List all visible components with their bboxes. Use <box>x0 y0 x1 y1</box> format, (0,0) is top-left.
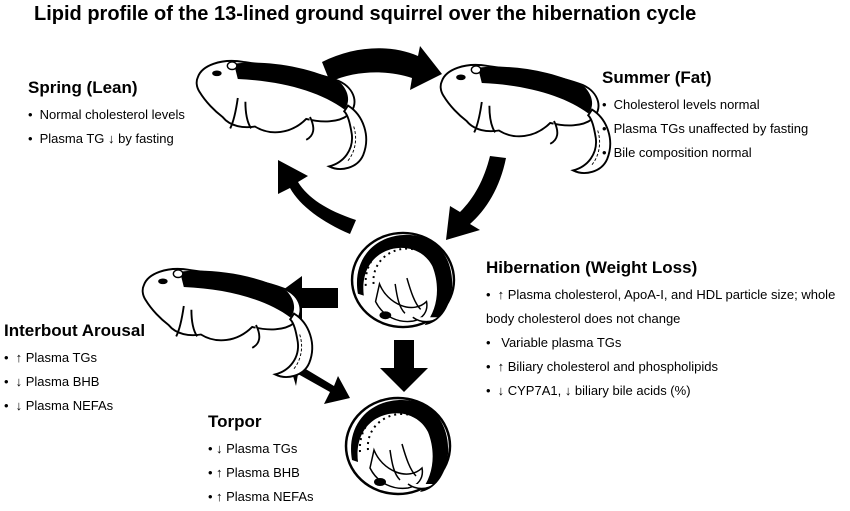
ground-squirrel-standing-icon <box>141 267 314 378</box>
arrow-hibernation-to-torpor-icon <box>380 340 428 392</box>
hibernation-list: • ↑ Plasma cholesterol, ApoA-I, and HDL … <box>486 283 848 403</box>
arrow-spring-to-summer-icon <box>322 46 442 90</box>
list-item: • Normal cholesterol levels <box>28 107 185 122</box>
list-item: • ↑ Plasma cholesterol, ApoA-I, and HDL … <box>486 287 836 326</box>
diagram-title: Lipid profile of the 13-lined ground squ… <box>34 3 697 25</box>
list-item: • ↓ Plasma TGs <box>208 441 298 456</box>
list-item: • ↑ Plasma NEFAs <box>208 489 314 504</box>
list-item: • Bile composition normal <box>602 145 752 160</box>
spring-block: Spring (Lean) • Normal cholesterol level… <box>28 78 185 151</box>
list-item: • Plasma TGs unaffected by fasting <box>602 121 809 136</box>
list-item: • Plasma TG ↓ by fasting <box>28 131 174 146</box>
hibernation-heading: Hibernation (Weight Loss) <box>486 258 698 277</box>
ground-squirrel-standing-icon <box>439 63 612 174</box>
summer-block: Summer (Fat) • Cholesterol levels normal… <box>602 68 808 165</box>
summer-heading: Summer (Fat) <box>602 68 712 87</box>
list-item: • Cholesterol levels normal <box>602 97 760 112</box>
arrow-torpor-arousal-icon <box>290 356 350 404</box>
list-item: • ↓ Plasma BHB <box>4 374 100 389</box>
spring-list: • Normal cholesterol levels • Plasma TG … <box>28 103 185 151</box>
arrow-hibernation-to-spring-icon <box>278 160 356 234</box>
spring-heading: Spring (Lean) <box>28 78 138 97</box>
list-item: • ↓ Plasma NEFAs <box>4 398 114 413</box>
arousal-list: • ↑ Plasma TGs • ↓ Plasma BHB • ↓ Plasma… <box>4 346 145 418</box>
list-item: • ↓ CYP7A1, ↓ biliary bile acids (%) <box>486 383 691 398</box>
list-item: • ↑ Plasma TGs <box>4 350 98 365</box>
hibernation-block: Hibernation (Weight Loss) • ↑ Plasma cho… <box>486 258 848 403</box>
arrow-summer-to-hibernation-icon <box>446 156 506 240</box>
arousal-block: Interbout Arousal • ↑ Plasma TGs • ↓ Pla… <box>4 321 145 418</box>
torpor-heading: Torpor <box>208 412 262 431</box>
list-item: • ↑ Plasma BHB <box>208 465 300 480</box>
torpor-block: Torpor • ↓ Plasma TGs • ↑ Plasma BHB • ↑ Pl… <box>208 412 314 509</box>
torpor-list: • ↓ Plasma TGs • ↑ Plasma BHB • ↑ Plasma NE… <box>208 437 314 509</box>
ground-squirrel-curled-icon <box>344 396 452 496</box>
ground-squirrel-curled-icon <box>350 231 456 329</box>
list-item: • Variable plasma TGs <box>486 335 622 350</box>
summer-list: • Cholesterol levels normal • Plasma TGs… <box>602 93 808 165</box>
list-item: • ↑ Biliary cholesterol and phospholipid… <box>486 359 719 374</box>
arousal-heading: Interbout Arousal <box>4 321 146 340</box>
